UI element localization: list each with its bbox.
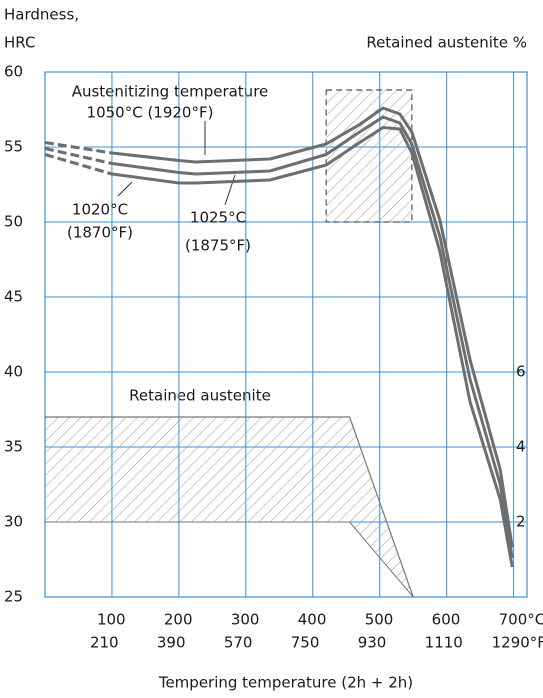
x-tick-label-f: 390 — [157, 634, 186, 652]
y2-tick-label: 4 — [516, 438, 526, 456]
x-label: Tempering temperature (2h + 2h) — [158, 674, 413, 692]
curve-label: 1025°C — [190, 209, 246, 227]
x-tick-label-f: 570 — [224, 634, 253, 652]
annotation: Austenitizing temperature — [72, 83, 269, 101]
curve-dash-gap — [44, 146, 113, 166]
x-tick-label: 700°C — [499, 611, 543, 629]
x-tick-label-f: 1110 — [425, 634, 463, 652]
retained-austenite-area — [45, 417, 414, 597]
curve — [44, 115, 514, 559]
y-tick-label: 30 — [4, 513, 23, 531]
y2-label: Retained austenite % — [366, 34, 527, 52]
y-tick-label: 25 — [4, 588, 23, 606]
curve-label: (1875°F) — [185, 237, 251, 255]
x-tick-label: 100 — [97, 611, 126, 629]
curve-label: 1020°C — [72, 201, 128, 219]
y2-tick-label: 6 — [516, 363, 526, 381]
plot-frame — [44, 71, 528, 598]
x-tick-label: 200 — [164, 611, 193, 629]
curve-label: (1870°F) — [67, 224, 133, 242]
curve-dash-gap — [44, 140, 113, 156]
y-tick-label: 45 — [4, 288, 23, 306]
leader-line — [117, 181, 133, 197]
x-tick-label-f: 750 — [291, 634, 320, 652]
y2-tick-label: 2 — [516, 513, 526, 531]
y-label: HRC — [4, 34, 35, 52]
leader-line — [224, 174, 236, 206]
curve-dash-gap — [44, 152, 113, 177]
x-tick-label: 500 — [365, 611, 394, 629]
curve-label: 1050°C (1920°F) — [87, 104, 214, 122]
retained-austenite-upper — [45, 416, 414, 598]
x-tick-label-f: 1290°F — [492, 634, 543, 652]
y-tick-label: 50 — [4, 213, 23, 231]
curve — [44, 126, 514, 568]
x-tick-label-f: 210 — [90, 634, 119, 652]
annotation: Retained austenite — [129, 387, 271, 405]
curve — [44, 106, 514, 548]
y-tick-label: 40 — [4, 363, 23, 381]
y-label: Hardness, — [4, 6, 79, 24]
y-tick-label: 35 — [4, 438, 23, 456]
y-tick-label: 60 — [4, 63, 23, 81]
x-tick-label-f: 930 — [358, 634, 387, 652]
retained-austenite-lower — [45, 521, 414, 598]
x-tick-label: 300 — [231, 611, 260, 629]
x-tick-label: 400 — [298, 611, 327, 629]
x-tick-label: 600 — [432, 611, 461, 629]
plot: 25 30 35 40 45 50 55 60 100 210 200 390 300 570 400 750… — [4, 63, 543, 652]
y-tick-label: 55 — [4, 138, 23, 156]
